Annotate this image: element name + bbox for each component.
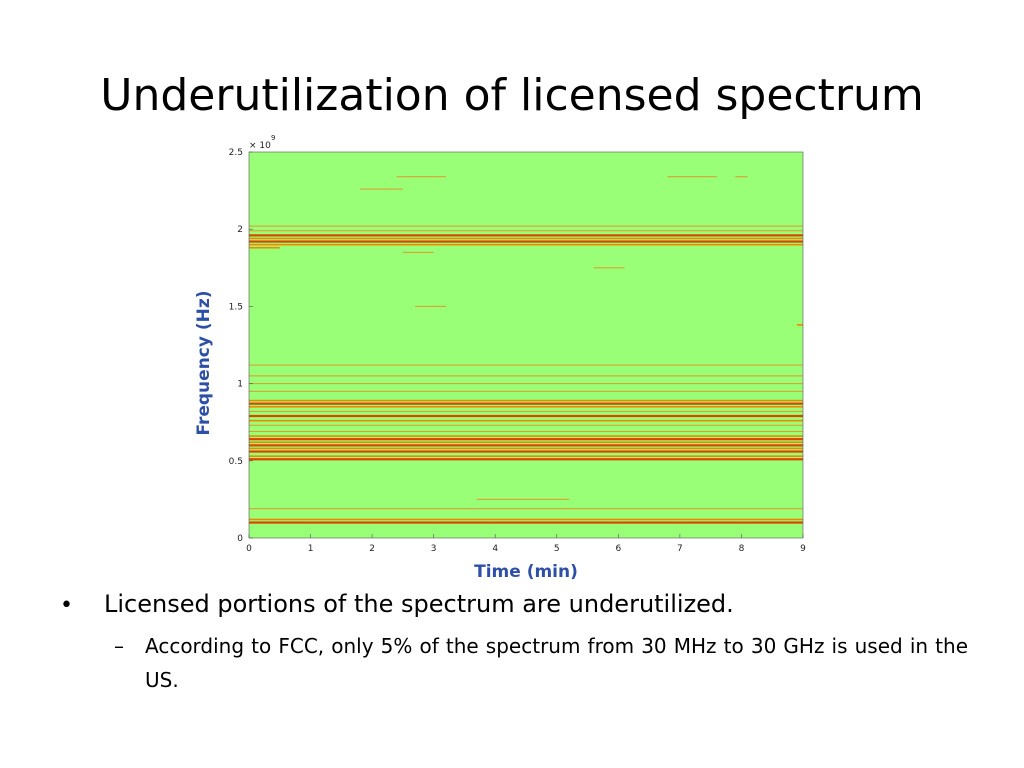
occupied-band [249,383,803,385]
occupied-band [249,438,803,441]
occupied-band [249,435,803,437]
occupied-band [249,447,803,450]
x-axis-ticks: 0 1 2 3 4 5 6 7 8 9 [246,534,806,554]
occupied-band [249,237,803,240]
occupied-band [249,225,803,227]
y-tick-label: 2.5 [229,148,243,158]
y-axis-exponent-label: × 10 [249,141,271,151]
occupied-band [249,430,803,433]
bullet-text: Licensed portions of the spectrum are un… [104,590,734,618]
bullet-marker: • [60,593,73,618]
occupied-band [593,267,625,269]
occupied-band [249,399,803,402]
occupied-band [249,246,280,249]
plot-frame [248,151,804,539]
occupied-band [249,450,803,453]
occupied-band [667,176,717,178]
occupied-band [249,364,803,366]
y-axis-label: Frequency (Hz) [194,290,214,435]
slide-title: Underutilization of licensed spectrum [100,70,924,121]
occupied-band [476,498,570,500]
x-tick-label: 6 [615,544,621,554]
x-tick-label: 9 [800,544,806,554]
occupied-band [249,518,803,521]
y-tick-label: 0.5 [229,457,243,467]
occupied-band [249,414,803,418]
bullet-list: • Licensed portions of the spectrum are … [56,585,968,697]
occupied-band [249,424,803,426]
occupied-band [249,405,803,408]
occupied-bands [249,176,803,524]
x-tick-label: 8 [739,544,745,554]
occupied-band [249,402,803,405]
x-tick-label: 5 [554,544,560,554]
occupied-band [396,176,446,178]
occupied-band [249,243,803,246]
y-tick-label: 0 [237,534,243,544]
y-axis-exponent-power: 9 [271,134,275,142]
bullet-item: • Licensed portions of the spectrum are … [56,585,968,625]
occupied-band [249,458,803,461]
occupied-band [249,230,803,232]
x-tick-label: 2 [369,544,375,554]
occupied-band [249,375,803,377]
occupied-band [249,234,803,237]
occupied-band [249,410,803,412]
x-tick-label: 4 [492,544,498,554]
y-tick-label: 2 [237,225,243,235]
plot-background [249,152,803,538]
occupied-band [249,444,803,447]
occupied-band [249,441,803,444]
x-tick-label: 0 [246,544,252,554]
occupied-band [402,251,434,253]
occupied-band [249,419,803,422]
x-axis-label: Time (min) [474,562,578,582]
occupied-band [249,240,803,243]
x-tick-label: 3 [431,544,437,554]
occupied-band [735,176,748,178]
y-tick-label: 1 [237,380,243,390]
x-tick-label: 7 [677,544,683,554]
y-tick-label: 1.5 [229,302,243,312]
occupied-band [249,508,803,510]
sub-bullet-text: According to FCC, only 5% of the spectru… [145,634,968,692]
occupied-band [415,305,446,307]
occupied-band [359,188,403,190]
occupied-band [249,390,803,392]
sub-bullet-marker: – [114,634,124,658]
occupied-band [249,455,803,457]
occupied-band [249,521,803,524]
x-tick-label: 1 [308,544,314,554]
sub-bullet-item: – According to FCC, only 5% of the spect… [114,629,968,697]
y-axis-ticks: 0 0.5 1 1.5 2 2.5 [229,148,253,544]
occupied-band [796,324,803,326]
